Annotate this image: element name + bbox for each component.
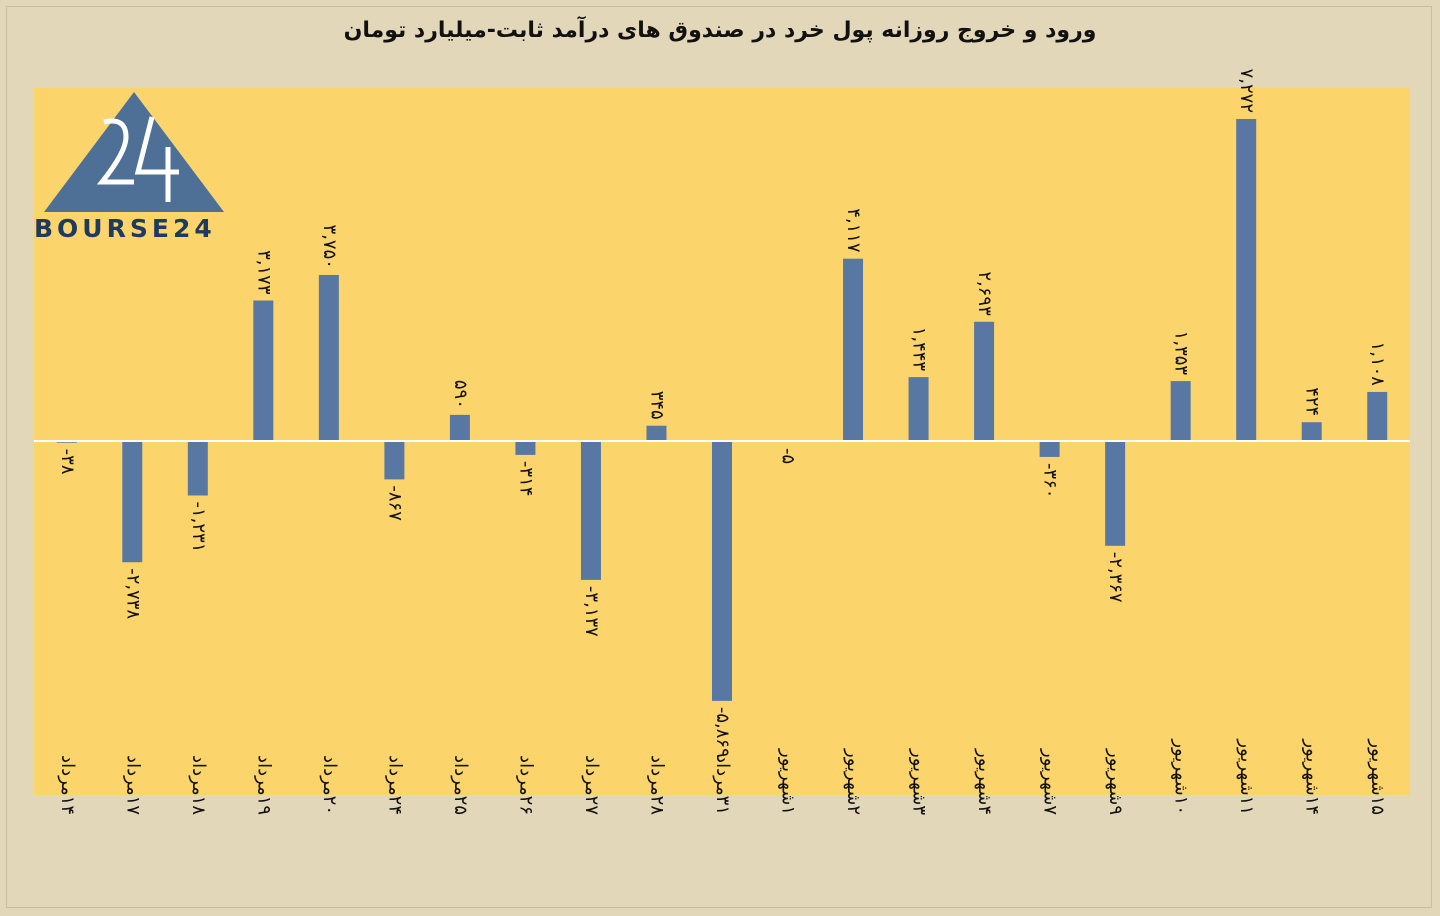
value-label-15: ۲,۶۹۳ bbox=[974, 271, 995, 316]
value-label-19: ۷,۲۷۲ bbox=[1236, 69, 1257, 113]
category-label-10: ۲۸مرداد bbox=[646, 755, 667, 815]
bar-9 bbox=[580, 441, 601, 580]
bar-18 bbox=[1170, 381, 1191, 441]
category-label-5: ۲۰مرداد bbox=[319, 755, 340, 815]
category-label-18: ۱۰شهریور bbox=[1171, 738, 1192, 815]
value-label-8: -۳۱۴ bbox=[515, 461, 536, 497]
value-label-7: ۵۹۰ bbox=[450, 380, 471, 409]
value-label-3: -۱,۲۳۱ bbox=[188, 502, 209, 553]
category-label-6: ۲۴مرداد bbox=[384, 755, 405, 815]
bar-14 bbox=[908, 377, 929, 441]
bar-15 bbox=[974, 321, 995, 441]
value-label-12: -۵ bbox=[778, 448, 799, 464]
value-label-11: -۵,۸۶۹ bbox=[712, 707, 733, 758]
category-label-8: ۲۶مرداد bbox=[515, 755, 536, 815]
bar-6 bbox=[384, 441, 405, 480]
category-label-2: ۱۷مرداد bbox=[122, 755, 143, 815]
value-label-2: -۲,۷۳۸ bbox=[122, 568, 143, 619]
category-label-3: ۱۸مرداد bbox=[188, 755, 209, 815]
category-label-21: ۱۵شهریور bbox=[1367, 738, 1388, 815]
bar-7 bbox=[449, 414, 470, 441]
category-label-1: ۱۴مرداد bbox=[57, 755, 78, 815]
value-label-10: ۳۴۵ bbox=[646, 391, 667, 420]
bourse24-logo-icon bbox=[44, 92, 224, 212]
value-label-6: -۸۶۷ bbox=[384, 485, 405, 521]
value-label-4: ۳,۱۷۳ bbox=[253, 250, 274, 295]
value-label-20: ۴۲۴ bbox=[1302, 387, 1323, 416]
value-label-13: ۴,۱۱۷ bbox=[843, 208, 864, 253]
category-label-12: ۱شهریور bbox=[778, 748, 799, 815]
value-label-18: ۱,۳۵۳ bbox=[1171, 331, 1192, 376]
bar-2 bbox=[122, 441, 143, 563]
category-label-19: ۱۱شهریور bbox=[1236, 738, 1257, 815]
bar-8 bbox=[515, 441, 536, 455]
category-label-20: ۱۴شهریور bbox=[1302, 738, 1323, 815]
bar-17 bbox=[1105, 441, 1126, 546]
value-label-16: -۳۶۰ bbox=[1040, 463, 1061, 499]
bar-20 bbox=[1301, 422, 1322, 441]
category-label-13: ۲شهریور bbox=[843, 748, 864, 815]
category-label-17: ۹شهریور bbox=[1105, 748, 1126, 815]
logo-text: BOURSE24 bbox=[34, 214, 216, 243]
category-labels-group: ۱۴مرداد ۱۷مرداد ۱۸مرداد ۱۹مرداد ۲۰مرداد ۲۴مرد… bbox=[57, 738, 1388, 815]
category-label-9: ۲۷مرداد bbox=[581, 755, 602, 815]
bar-16 bbox=[1039, 441, 1060, 457]
bar-3 bbox=[187, 441, 208, 496]
category-label-7: ۲۵مرداد bbox=[450, 755, 471, 815]
chart-frame bbox=[6, 6, 1432, 908]
bar-10 bbox=[646, 425, 667, 441]
value-labels-group: -۳۸ -۲,۷۳۸ -۱,۲۳۱ ۳,۱۷۳ ۳,۷۵۰ -۸۶۷ ۵۹۰ -۳۱۴ -۳,۱… bbox=[57, 69, 1388, 758]
category-label-14: ۳شهریور bbox=[909, 748, 930, 815]
bars-group bbox=[56, 119, 1388, 701]
category-label-15: ۴شهریور bbox=[974, 748, 995, 815]
category-label-11: ۳۱مرداد bbox=[712, 755, 733, 815]
value-label-9: -۳,۱۳۷ bbox=[581, 586, 602, 637]
value-label-5: ۳,۷۵۰ bbox=[319, 225, 340, 269]
chart-title: ورود و خروج روزانه پول خرد در صندوق های … bbox=[343, 18, 1097, 43]
bar-13 bbox=[843, 258, 864, 441]
bar-4 bbox=[253, 300, 274, 441]
bar-5 bbox=[318, 274, 339, 441]
bar-21 bbox=[1367, 391, 1388, 441]
category-label-16: ۷شهریور bbox=[1040, 748, 1061, 815]
value-label-1: -۳۸ bbox=[57, 449, 78, 475]
value-label-21: ۱,۱۰۸ bbox=[1367, 342, 1388, 387]
value-label-17: -۲,۳۶۷ bbox=[1105, 552, 1126, 603]
value-label-14: ۱,۴۴۳ bbox=[909, 327, 930, 372]
bar-19 bbox=[1236, 119, 1257, 441]
bar-11 bbox=[712, 441, 732, 701]
category-label-4: ۱۹مرداد bbox=[253, 755, 274, 815]
